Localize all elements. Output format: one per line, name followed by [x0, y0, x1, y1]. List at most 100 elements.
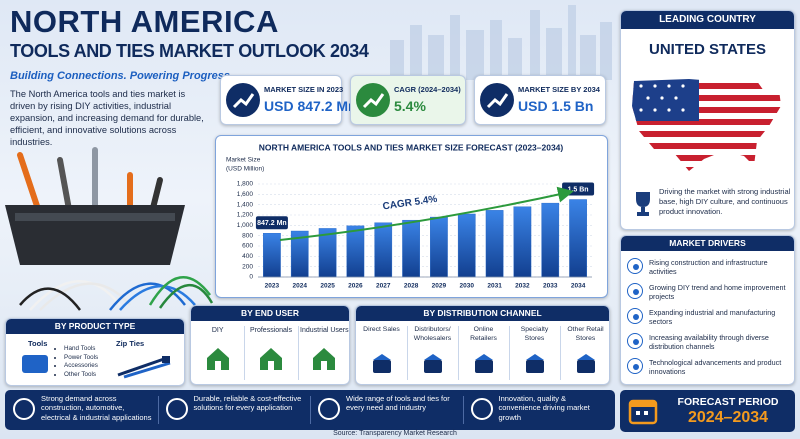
- icon: [165, 398, 188, 420]
- driver-text: Increasing availability through diverse …: [649, 333, 769, 352]
- channel-glyph: [474, 354, 493, 373]
- driver-glyph: [633, 314, 639, 320]
- x-tick-label: 2034: [571, 283, 586, 290]
- distribution-panel: BY DISTRIBUTION CHANNEL Direct Sales Dist…: [355, 305, 610, 385]
- driver-text: Expanding industrial and manufacturing s…: [649, 308, 776, 327]
- group-name: Zip Ties: [116, 339, 145, 348]
- bar: [457, 213, 476, 278]
- y-tick-label: 600: [242, 243, 253, 250]
- value-label: 847.2 Mn: [257, 220, 287, 227]
- bar: [263, 233, 281, 278]
- icon: [226, 83, 260, 117]
- x-tick-label: 2030: [460, 283, 475, 290]
- divider: [244, 326, 246, 380]
- tool-item: Power Tools: [64, 354, 98, 363]
- x-tick-label: 2031: [487, 283, 502, 290]
- tool-item: Accessories: [64, 362, 98, 371]
- bar: [374, 222, 393, 278]
- bar: [430, 216, 448, 278]
- kpi-card: CAGR (2024–2034) 5.4%: [350, 75, 466, 125]
- divider: [509, 326, 510, 380]
- kpi-label: CAGR (2024–2034): [394, 85, 461, 94]
- chart-title: NORTH AMERICA TOOLS AND TIES MARKET SIZE…: [259, 142, 564, 152]
- icon: [627, 283, 643, 299]
- kpi-value: USD 847.2 Mn: [264, 98, 357, 114]
- product-type-panel: BY PRODUCT TYPE Tools Hand ToolsPower Too…: [5, 318, 185, 386]
- skyline: [390, 5, 612, 80]
- group-name: Tools: [28, 339, 48, 348]
- y-tick-label: 1,800: [237, 181, 254, 188]
- x-tick-label: 2024: [293, 283, 308, 290]
- cagr-arrow: [279, 186, 574, 241]
- kpi-glyph: [486, 93, 509, 109]
- x-tick-label: 2023: [265, 283, 280, 290]
- trophy-icon: [636, 192, 650, 216]
- y-tick-label: 0: [249, 274, 253, 281]
- driver-text: Growing DIY trend and home improvement p…: [649, 283, 786, 302]
- channel-glyph: [423, 354, 442, 373]
- x-tick-label: 2027: [376, 283, 391, 290]
- channel-name: Online Retailers: [470, 326, 497, 342]
- channel-name: Specialty Stores: [520, 326, 549, 342]
- tool-item: Hand Tools: [64, 345, 98, 354]
- calendar-icon: [628, 399, 658, 425]
- driver-glyph: [633, 339, 639, 345]
- bar: [346, 225, 365, 278]
- tools-illustration: [5, 147, 214, 311]
- main-title: NORTH AMERICA: [10, 4, 279, 39]
- y-tick-label: 400: [242, 253, 253, 260]
- tool-list: Hand ToolsPower ToolsAccessoriesOther To…: [54, 345, 98, 379]
- x-tick-label: 2025: [320, 283, 335, 290]
- end-user-glyph: [206, 348, 229, 370]
- end-user-glyph: [260, 348, 282, 370]
- icon: [356, 83, 390, 117]
- end-user-icon: [257, 344, 285, 372]
- panel-header: LEADING COUNTRY: [621, 11, 794, 29]
- icon: [627, 333, 643, 349]
- divider: [560, 326, 561, 380]
- y-tick-label: 800: [242, 232, 253, 239]
- kpi-value: USD 1.5 Bn: [518, 98, 594, 114]
- kpi-label: MARKET SIZE BY 2034: [518, 85, 600, 94]
- panel-header: BY PRODUCT TYPE: [6, 319, 184, 334]
- value-label: 1.5 Bn: [568, 186, 589, 193]
- channel-glyph: [525, 354, 544, 373]
- channel-icon: [421, 352, 445, 376]
- x-tick-label: 2032: [515, 283, 530, 290]
- y-tick-label: 200: [242, 263, 253, 270]
- end-user-name: Industrial Users: [300, 327, 349, 334]
- end-user-glyph: [313, 348, 336, 370]
- value-label-box: [255, 216, 288, 230]
- end-user-icon: [310, 344, 338, 372]
- highlight-text: Strong demand across construction, autom…: [41, 394, 152, 422]
- x-tick-label: 2029: [432, 283, 447, 290]
- icon: [627, 358, 643, 374]
- highlight-text: Innovation, quality & convenience drivin…: [498, 394, 590, 422]
- divider: [310, 396, 311, 424]
- channel-glyph: [576, 354, 595, 373]
- end-user-panel: BY END USER DIY Professionals Industrial U…: [190, 305, 350, 385]
- driver-glyph: [633, 364, 639, 370]
- source: Source: Transparency Market Research: [333, 430, 457, 437]
- bar: [485, 210, 504, 278]
- description: The North America tools and ties market …: [10, 89, 204, 148]
- y-tick-label: 1,000: [237, 222, 254, 229]
- tagline: Building Connections. Powering Progress.: [10, 70, 234, 82]
- icon: [470, 398, 493, 420]
- bar: [402, 219, 420, 278]
- icon: [13, 398, 35, 420]
- panel-header: BY DISTRIBUTION CHANNEL: [356, 306, 609, 321]
- driver-glyph: [633, 264, 639, 270]
- channel-icon: [472, 352, 496, 376]
- channel-name: Direct Sales: [363, 326, 400, 333]
- channel-icon: [370, 352, 394, 376]
- bar: [513, 206, 532, 278]
- panel-header: BY END USER: [191, 306, 349, 321]
- highlight-text: Wide range of tools and ties for every n…: [346, 394, 450, 413]
- icon: [318, 398, 340, 420]
- channel-glyph: [372, 354, 391, 373]
- x-tick-label: 2028: [404, 283, 419, 290]
- toolbox-icon: [22, 355, 48, 373]
